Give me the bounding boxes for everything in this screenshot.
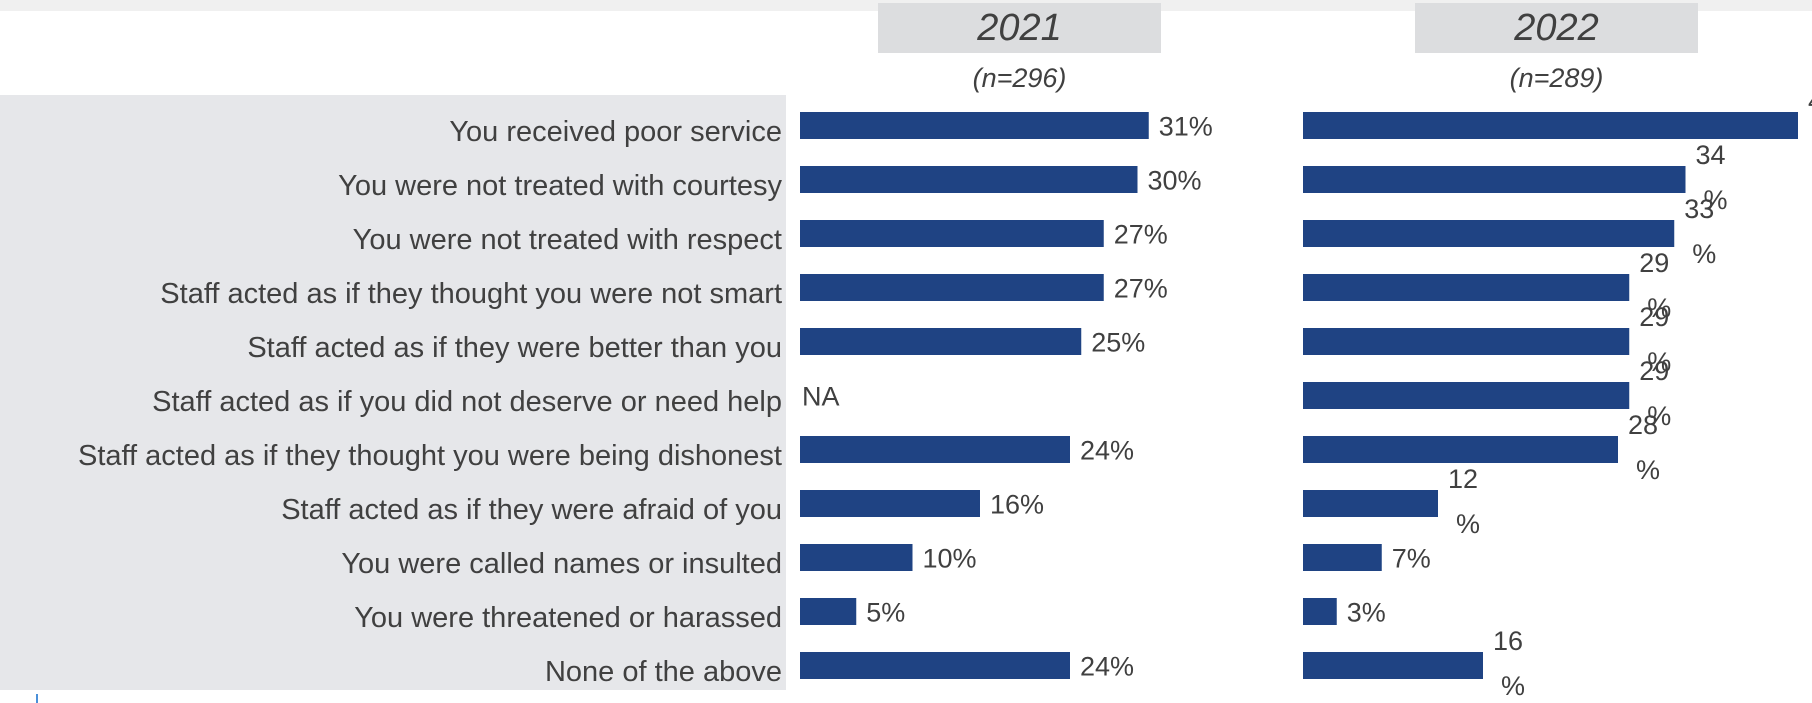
data-label-2021: 30% — [1148, 166, 1202, 196]
data-label-2022: 44% — [1808, 86, 1812, 161]
data-label-2022: 3% — [1347, 598, 1386, 628]
category-label: You were threatened or harassed — [354, 602, 782, 634]
bar-2022 — [1303, 598, 1337, 625]
bar-2022 — [1303, 490, 1438, 517]
data-label-2022: 34% — [1696, 140, 1728, 215]
data-label-2021: 31% — [1159, 112, 1213, 142]
bar-2021 — [800, 490, 980, 517]
bar-2021 — [800, 112, 1149, 139]
bar-2021 — [800, 328, 1082, 355]
bar-2022 — [1303, 328, 1630, 355]
bar-2022 — [1303, 112, 1798, 139]
category-label: Staff acted as if they were better than … — [247, 332, 782, 364]
cursor-mark — [36, 694, 38, 703]
bar-2022 — [1303, 382, 1630, 409]
bar-2022 — [1303, 436, 1618, 463]
bar-2022 — [1303, 274, 1630, 301]
data-label-2022: 7% — [1392, 544, 1431, 574]
bar-2021 — [800, 544, 913, 571]
data-label-2021: 27% — [1114, 274, 1168, 304]
bar-2022 — [1303, 544, 1382, 571]
bar-2021 — [800, 220, 1104, 247]
bar-2022 — [1303, 220, 1675, 247]
category-label: Staff acted as if they thought you were … — [160, 278, 782, 310]
category-label-panel — [0, 95, 786, 690]
data-label-2021: 5% — [866, 598, 905, 628]
data-label-2021: 10% — [923, 544, 977, 574]
category-label: Staff acted as if they thought you were … — [78, 440, 782, 472]
data-label-2021: 16% — [990, 490, 1044, 520]
category-label: You received poor service — [449, 116, 782, 148]
category-label: None of the above — [544, 656, 782, 688]
panel-title-2022: 2022 — [1415, 3, 1698, 53]
data-label-2021: 24% — [1080, 436, 1134, 466]
data-label-2021: 25% — [1091, 328, 1145, 358]
bar-2021 — [800, 652, 1070, 679]
data-label-2022: 12% — [1448, 464, 1480, 539]
data-label-2021: 27% — [1114, 220, 1168, 250]
category-label: You were called names or insulted — [341, 548, 782, 580]
data-label-2021: NA — [802, 382, 840, 412]
bar-2022 — [1303, 652, 1483, 679]
data-label-2022: 33% — [1684, 194, 1716, 269]
data-label-2022: 29% — [1639, 248, 1671, 323]
sample-size-2022: (n=289) — [1509, 62, 1604, 93]
bar-2021 — [800, 598, 857, 625]
data-label-2022: 16% — [1493, 626, 1525, 701]
category-label: Staff acted as if they were afraid of yo… — [281, 494, 782, 526]
data-label-2022: 28% — [1628, 410, 1660, 485]
panel-title-2021: 2021 — [878, 3, 1161, 53]
bar-2022 — [1303, 166, 1686, 193]
data-label-2022: 29% — [1639, 356, 1671, 431]
category-label: Staff acted as if you did not deserve or… — [152, 386, 782, 418]
category-label: You were not treated with respect — [352, 224, 782, 256]
bar-2021 — [800, 274, 1104, 301]
bar-2021 — [800, 166, 1138, 193]
data-label-2022: 29% — [1639, 302, 1671, 377]
data-label-2021: 24% — [1080, 652, 1134, 682]
bar-2021 — [800, 436, 1070, 463]
sample-size-2021: (n=296) — [972, 62, 1067, 93]
category-label: You were not treated with courtesy — [338, 170, 782, 202]
